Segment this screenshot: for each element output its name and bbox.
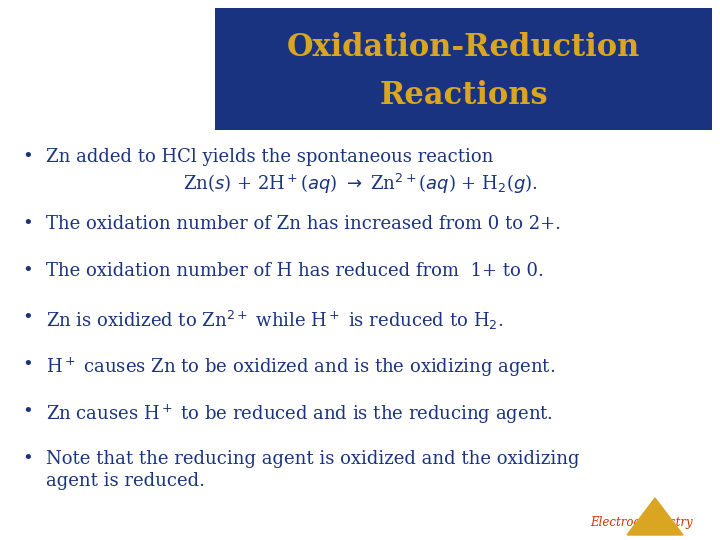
Text: Zn added to HCl yields the spontaneous reaction: Zn added to HCl yields the spontaneous r…: [46, 148, 493, 166]
Text: H$^+$ causes Zn to be oxidized and is the oxidizing agent.: H$^+$ causes Zn to be oxidized and is th…: [46, 356, 555, 379]
Text: •: •: [22, 356, 32, 374]
Text: Electrochemistry: Electrochemistry: [590, 516, 693, 529]
Text: •: •: [22, 450, 32, 468]
Text: •: •: [22, 148, 32, 166]
Text: Zn($s$) + 2H$^+$($aq$) $\rightarrow$ Zn$^{2+}$($aq$) + H$_2$($g$).: Zn($s$) + 2H$^+$($aq$) $\rightarrow$ Zn$…: [183, 172, 537, 196]
Text: Oxidation-Reduction: Oxidation-Reduction: [287, 32, 640, 64]
Text: Reactions: Reactions: [379, 80, 548, 111]
Polygon shape: [627, 498, 683, 535]
Text: •: •: [22, 309, 32, 327]
Text: •: •: [22, 262, 32, 280]
Text: Note that the reducing agent is oxidized and the oxidizing: Note that the reducing agent is oxidized…: [46, 450, 580, 468]
Text: •: •: [22, 403, 32, 421]
Text: The oxidation number of Zn has increased from 0 to 2+.: The oxidation number of Zn has increased…: [46, 215, 561, 233]
Text: Zn causes H$^+$ to be reduced and is the reducing agent.: Zn causes H$^+$ to be reduced and is the…: [46, 403, 553, 426]
Text: agent is reduced.: agent is reduced.: [46, 472, 205, 490]
Text: •: •: [22, 215, 32, 233]
Text: The oxidation number of H has reduced from  1+ to 0.: The oxidation number of H has reduced fr…: [46, 262, 544, 280]
Text: Zn is oxidized to Zn$^{2+}$ while H$^+$ is reduced to H$_2$.: Zn is oxidized to Zn$^{2+}$ while H$^+$ …: [46, 309, 503, 332]
FancyBboxPatch shape: [215, 8, 712, 130]
